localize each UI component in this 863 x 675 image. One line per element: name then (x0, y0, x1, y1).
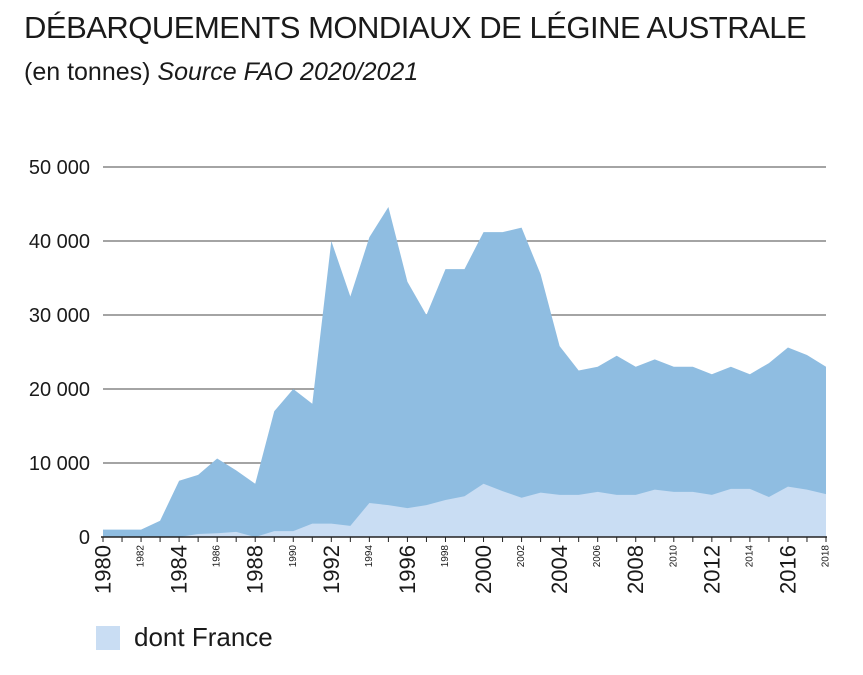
y-tick-labels: 0 10 000 20 000 30 000 40 000 50 000 (29, 157, 90, 549)
x-tick-label: 1998 (440, 545, 451, 568)
y-tick-label: 50 000 (29, 157, 90, 179)
legend-swatch-france (96, 625, 120, 650)
x-tick-label: 2002 (516, 545, 527, 568)
x-tick-label: 1994 (364, 545, 375, 568)
x-tick-label: 2014 (744, 545, 755, 568)
y-tick-label: 40 000 (29, 231, 90, 253)
subtitle-unit: (en tonnes) (24, 58, 151, 86)
x-tick-label: 2010 (668, 545, 679, 568)
x-tick-labels: 1980 1982 1984 1986 1988 1990 1992 1994 1996 1998… (91, 545, 832, 594)
x-tick-label: 1980 (91, 545, 116, 594)
area-france (103, 483, 826, 537)
y-tick-label: 20 000 (29, 379, 90, 401)
x-tick-label: 1988 (243, 545, 268, 594)
area-world-total (103, 206, 826, 537)
x-tick-label: 2012 (699, 545, 724, 594)
chart-subtitle: (en tonnes) Source FAO 2020/2021 (24, 58, 418, 87)
subtitle-source: Source FAO 2020/2021 (157, 58, 419, 86)
x-tick-label: 1984 (167, 545, 192, 594)
x-tick-label: 1996 (395, 545, 420, 594)
x-tick-label: 2006 (592, 545, 603, 568)
x-tick-label: 2016 (775, 545, 800, 594)
x-tick-label: 1990 (288, 545, 299, 568)
x-tick-label: 2000 (471, 545, 496, 594)
legend: dont France (96, 622, 273, 653)
x-tick-label: 2008 (623, 545, 648, 594)
chart-title: DÉBARQUEMENTS MONDIAUX DE LÉGINE AUSTRAL… (24, 10, 807, 45)
y-tick-label: 0 (79, 527, 90, 549)
legend-label-france: dont France (134, 622, 273, 652)
data-areas (103, 206, 826, 537)
axes (101, 536, 827, 542)
y-tick-label: 10 000 (29, 453, 90, 475)
x-tick-label: 1982 (136, 545, 147, 568)
y-tick-label: 30 000 (29, 305, 90, 327)
x-tick-label: 2018 (821, 545, 832, 568)
x-tick-label: 1986 (212, 545, 223, 568)
x-tick-label: 1992 (319, 545, 344, 594)
x-tick-label: 2004 (547, 545, 572, 594)
